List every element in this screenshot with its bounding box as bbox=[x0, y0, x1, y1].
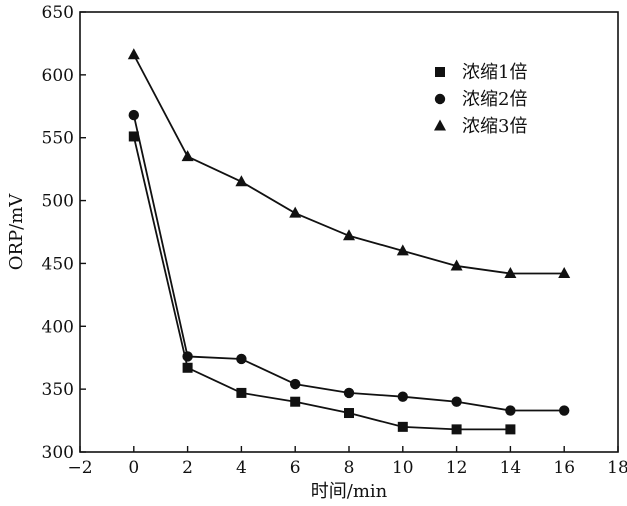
x-tick-label: −2 bbox=[67, 458, 92, 478]
data-point-triangle bbox=[127, 48, 140, 60]
y-tick-label: 500 bbox=[42, 192, 74, 212]
x-tick-label: 12 bbox=[446, 458, 468, 478]
series-3 bbox=[127, 48, 571, 278]
data-point-circle bbox=[128, 109, 139, 121]
data-point-triangle bbox=[450, 259, 463, 271]
legend-marker-triangle bbox=[434, 119, 446, 131]
x-tick-label: 2 bbox=[182, 458, 193, 478]
data-point-square bbox=[505, 424, 516, 435]
data-point-square bbox=[182, 362, 193, 373]
series-line bbox=[132, 136, 511, 431]
data-point-square bbox=[290, 396, 301, 407]
data-point-circle bbox=[451, 396, 462, 407]
data-point-triangle bbox=[558, 266, 571, 278]
data-point-square bbox=[236, 387, 247, 398]
y-tick-label: 600 bbox=[42, 66, 74, 86]
legend-marker-circle bbox=[434, 93, 446, 105]
data-point-circle bbox=[559, 405, 570, 416]
series-layer bbox=[127, 48, 571, 435]
data-point-circle bbox=[236, 353, 247, 365]
data-point-square bbox=[451, 424, 462, 435]
data-point-square bbox=[344, 408, 354, 419]
legend-marker-square bbox=[435, 67, 445, 77]
data-point-triangle bbox=[504, 266, 517, 278]
x-axis-title: 时间/min bbox=[311, 481, 388, 502]
data-point-circle bbox=[182, 351, 193, 362]
y-tick-label: 300 bbox=[42, 443, 74, 463]
y-tick-label: 400 bbox=[42, 317, 74, 337]
data-point-triangle bbox=[289, 206, 302, 218]
y-tick-label: 550 bbox=[42, 129, 74, 149]
y-tick-label: 450 bbox=[42, 254, 74, 274]
data-point-triangle bbox=[235, 175, 248, 187]
data-point-triangle bbox=[396, 244, 409, 256]
x-tick-label: 14 bbox=[500, 458, 522, 478]
data-point-circle bbox=[343, 387, 355, 399]
data-point-circle bbox=[505, 405, 516, 416]
data-point-circle bbox=[290, 378, 301, 390]
x-tick-label: 4 bbox=[236, 458, 247, 478]
legend-label: 浓缩3倍 bbox=[462, 116, 527, 137]
series-2 bbox=[128, 109, 570, 416]
y-tick-label: 650 bbox=[42, 3, 74, 23]
x-tick-label: 8 bbox=[344, 458, 355, 478]
x-tick-label: 6 bbox=[290, 458, 301, 478]
axis-ticks: −2 0 2 4 6 8 10 12 14 16 18 300 350 400 450 500 550 600 65… bbox=[42, 3, 627, 478]
legend-label: 浓缩2倍 bbox=[462, 89, 527, 110]
x-tick-label: 0 bbox=[128, 458, 139, 478]
x-tick-label: 16 bbox=[553, 458, 575, 478]
x-tick-label: 10 bbox=[392, 458, 414, 478]
legend-label: 浓缩1倍 bbox=[462, 62, 527, 83]
data-point-square bbox=[128, 131, 139, 142]
series-line bbox=[132, 114, 565, 412]
y-tick-label: 350 bbox=[42, 380, 74, 400]
x-tick-label: 18 bbox=[607, 458, 627, 478]
data-point-triangle bbox=[181, 150, 194, 162]
y-axis-title: ORP/mV bbox=[6, 193, 27, 271]
series-1 bbox=[128, 131, 516, 435]
data-point-circle bbox=[397, 391, 408, 402]
data-point-triangle bbox=[343, 229, 355, 241]
series-line bbox=[133, 54, 565, 275]
data-point-square bbox=[397, 421, 408, 432]
